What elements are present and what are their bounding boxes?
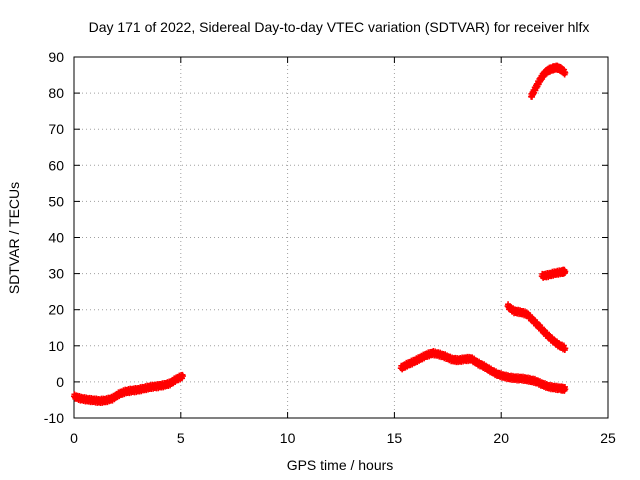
x-tick-label: 10 xyxy=(280,430,296,446)
data-point xyxy=(179,373,186,380)
data-points xyxy=(71,62,569,406)
chart-title: Day 171 of 2022, Sidereal Day-to-day VTE… xyxy=(89,19,590,35)
x-tick-label: 5 xyxy=(177,430,185,446)
y-tick-label: 80 xyxy=(48,85,64,101)
series-segment-4 xyxy=(538,266,569,281)
y-axis-label: SDTVAR / TECUs xyxy=(6,182,22,294)
y-tick-label: 50 xyxy=(48,193,64,209)
y-tick-label: 10 xyxy=(48,338,64,354)
series-segment-1 xyxy=(71,371,186,406)
x-tick-label: 25 xyxy=(600,430,616,446)
y-tick-label: 60 xyxy=(48,157,64,173)
data-point xyxy=(562,268,569,275)
y-tick-label: 30 xyxy=(48,266,64,282)
y-tick-label: 40 xyxy=(48,230,64,246)
series-segment-5 xyxy=(528,62,569,100)
x-tick-label: 0 xyxy=(70,430,78,446)
data-point xyxy=(562,69,569,76)
y-tick-label: 90 xyxy=(48,49,64,65)
series-segment-2 xyxy=(397,348,569,394)
x-tick-label: 20 xyxy=(493,430,509,446)
x-axis-label: GPS time / hours xyxy=(287,457,394,473)
y-tick-label: 70 xyxy=(48,121,64,137)
y-tick-label: -10 xyxy=(44,410,64,426)
x-tick-label: 15 xyxy=(387,430,403,446)
data-point xyxy=(562,345,569,352)
y-tick-label: 20 xyxy=(48,302,64,318)
data-point xyxy=(562,386,569,393)
grid xyxy=(74,57,608,418)
axis-ticks: 0 5 10 15 20 25 -10 0 10 20 30 40 50 60 70 80 90 xyxy=(44,49,616,446)
series-segment-3 xyxy=(504,301,569,354)
y-tick-label: 0 xyxy=(56,374,64,390)
